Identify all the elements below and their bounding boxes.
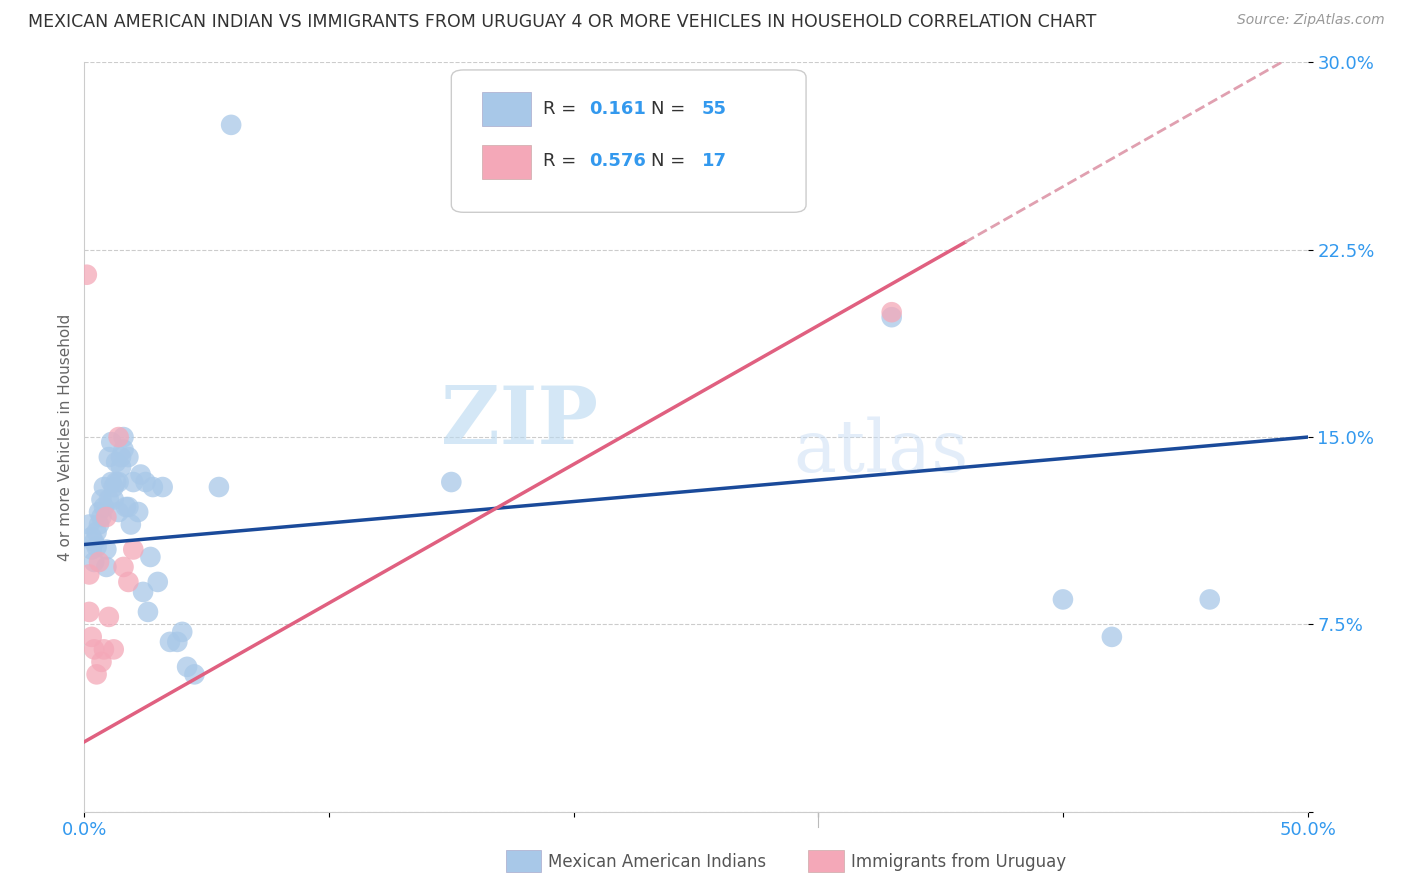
Text: R =: R =: [543, 153, 582, 170]
Point: [1052, 592, 1074, 607]
Point: [105, 455, 128, 469]
Point: [76, 268, 98, 282]
Text: 0.576: 0.576: [589, 153, 647, 170]
Point: [122, 475, 145, 489]
Point: [117, 574, 139, 589]
Point: [107, 505, 129, 519]
Text: N =: N =: [651, 100, 690, 118]
Point: [96, 560, 118, 574]
Point: [87, 505, 110, 519]
Point: [90, 655, 112, 669]
Point: [93, 500, 115, 514]
Point: [103, 642, 125, 657]
Point: [120, 517, 142, 532]
Point: [80, 630, 103, 644]
Point: [159, 635, 181, 649]
FancyBboxPatch shape: [451, 70, 806, 212]
Text: N =: N =: [651, 153, 690, 170]
Text: MEXICAN AMERICAN INDIAN VS IMMIGRANTS FROM URUGUAY 4 OR MORE VEHICLES IN HOUSEHO: MEXICAN AMERICAN INDIAN VS IMMIGRANTS FR…: [28, 13, 1097, 31]
Point: [83, 642, 105, 657]
Point: [183, 667, 205, 681]
Point: [172, 624, 194, 639]
Point: [77, 605, 100, 619]
Point: [152, 480, 174, 494]
Point: [96, 510, 118, 524]
Point: [176, 660, 198, 674]
Point: [86, 540, 108, 554]
Bar: [482, 93, 531, 126]
Text: atlas: atlas: [794, 417, 969, 487]
Point: [93, 480, 115, 494]
Point: [96, 542, 118, 557]
Text: Immigrants from Uruguay: Immigrants from Uruguay: [851, 853, 1066, 871]
Point: [146, 574, 169, 589]
Text: Source: ZipAtlas.com: Source: ZipAtlas.com: [1237, 13, 1385, 28]
Point: [103, 480, 125, 494]
Point: [80, 542, 103, 557]
Point: [129, 467, 152, 482]
Point: [107, 430, 129, 444]
Text: 0.161: 0.161: [589, 100, 647, 118]
Point: [86, 524, 108, 539]
Y-axis label: 4 or more Vehicles in Household: 4 or more Vehicles in Household: [58, 313, 73, 561]
Point: [80, 530, 103, 544]
Point: [880, 305, 903, 319]
Point: [115, 500, 138, 514]
Point: [112, 442, 135, 457]
Point: [219, 118, 242, 132]
Point: [440, 475, 463, 489]
Point: [136, 605, 159, 619]
Point: [110, 460, 132, 475]
Point: [880, 310, 903, 325]
Point: [132, 585, 155, 599]
Point: [112, 560, 135, 574]
Point: [166, 635, 188, 649]
Point: [122, 542, 145, 557]
Point: [142, 480, 165, 494]
Point: [1101, 630, 1123, 644]
Point: [77, 517, 100, 532]
Point: [87, 517, 110, 532]
Point: [135, 475, 157, 489]
Point: [87, 555, 110, 569]
Point: [77, 567, 100, 582]
Point: [90, 510, 112, 524]
Point: [100, 435, 122, 450]
Point: [110, 450, 132, 464]
Point: [86, 667, 108, 681]
Point: [90, 492, 112, 507]
Point: [97, 492, 120, 507]
Point: [103, 492, 125, 507]
Text: Mexican American Indians: Mexican American Indians: [548, 853, 766, 871]
Text: R =: R =: [543, 100, 582, 118]
Point: [208, 480, 231, 494]
Bar: [482, 145, 531, 178]
Point: [100, 475, 122, 489]
Text: ZIP: ZIP: [441, 383, 598, 461]
Point: [97, 450, 120, 464]
Point: [105, 475, 128, 489]
Point: [93, 642, 115, 657]
Point: [83, 535, 105, 549]
Text: 17: 17: [702, 153, 727, 170]
Point: [117, 450, 139, 464]
Point: [112, 430, 135, 444]
Point: [117, 500, 139, 514]
Point: [83, 555, 105, 569]
Point: [139, 549, 162, 564]
Point: [97, 610, 120, 624]
Point: [107, 475, 129, 489]
Point: [1198, 592, 1220, 607]
Point: [127, 505, 149, 519]
Text: 55: 55: [702, 100, 727, 118]
